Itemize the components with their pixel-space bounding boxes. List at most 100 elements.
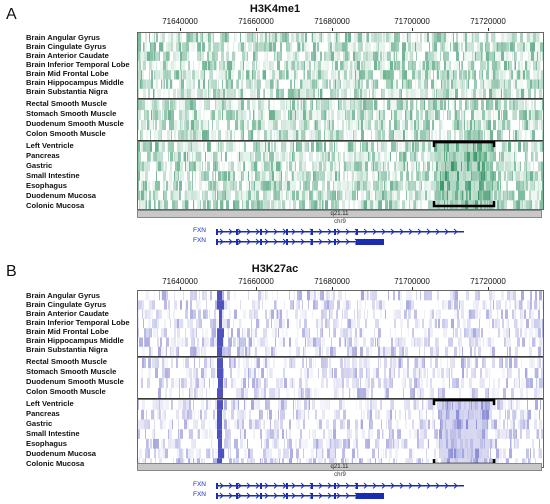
heat-cell xyxy=(302,79,303,89)
heat-cell xyxy=(321,300,324,310)
heat-cell xyxy=(476,458,478,467)
heat-cell xyxy=(173,33,176,43)
heat-cell xyxy=(374,120,375,131)
heat-cell xyxy=(456,33,458,43)
heat-cell xyxy=(300,79,302,89)
heat-cell xyxy=(460,300,461,310)
heat-cell xyxy=(210,142,211,152)
heat-cell xyxy=(380,110,383,121)
heat-cell xyxy=(475,291,478,301)
heat-cell xyxy=(393,70,394,80)
heat-cell xyxy=(437,200,440,209)
heat-cell xyxy=(322,346,323,357)
heat-cell xyxy=(254,110,255,121)
heat-cell xyxy=(295,110,296,121)
heat-cell xyxy=(504,200,507,209)
gene-line xyxy=(216,495,384,497)
heat-cell xyxy=(277,79,278,89)
heat-cell xyxy=(464,400,466,410)
heat-cell xyxy=(513,429,516,439)
heat-cell xyxy=(350,368,352,379)
heat-cell xyxy=(286,130,288,141)
heat-cell xyxy=(361,190,364,201)
heat-cell xyxy=(374,161,375,172)
heat-cell xyxy=(417,100,418,111)
heat-cell xyxy=(433,100,435,111)
heat-cell xyxy=(285,142,286,152)
heat-cell xyxy=(360,346,363,357)
heat-cell xyxy=(227,171,228,181)
heat-cell xyxy=(269,171,272,181)
heat-cell xyxy=(512,70,513,80)
heat-cell xyxy=(390,190,392,201)
heat-cell xyxy=(496,458,499,467)
heat-cell xyxy=(440,438,443,449)
heat-cell xyxy=(269,448,272,459)
heat-cell xyxy=(215,130,216,141)
heat-cell xyxy=(361,419,363,430)
heat-cell xyxy=(479,419,480,430)
heat-cell xyxy=(346,161,348,172)
heat-cell xyxy=(273,100,275,111)
heat-cell xyxy=(488,79,491,89)
heat-cell xyxy=(217,429,220,439)
heat-cell xyxy=(225,151,226,162)
heat-cell xyxy=(177,378,179,389)
heat-cell xyxy=(231,171,233,181)
heat-cell xyxy=(343,60,344,71)
heat-cell xyxy=(398,291,400,301)
heat-cell xyxy=(192,42,195,52)
heat-cell xyxy=(183,70,186,80)
heat-cell xyxy=(358,42,360,52)
heat-cell xyxy=(417,429,419,439)
heat-cell xyxy=(303,70,304,80)
heat-cell xyxy=(424,368,426,379)
heat-cell xyxy=(306,60,309,71)
heat-cell xyxy=(539,429,540,439)
heat-cell xyxy=(298,300,300,310)
strand-arrow xyxy=(345,492,350,499)
heat-cell xyxy=(194,120,196,131)
heat-cell xyxy=(284,358,287,369)
heat-cell xyxy=(308,110,309,121)
heat-cell xyxy=(155,120,157,131)
heat-cell xyxy=(253,70,256,80)
heat-cell xyxy=(501,309,503,319)
heat-cell xyxy=(421,151,424,162)
heat-cell xyxy=(298,346,300,357)
heat-cell xyxy=(405,378,406,389)
heat-cell xyxy=(154,429,155,439)
heat-cell xyxy=(350,328,352,338)
heat-cell xyxy=(418,318,420,329)
heat-cell xyxy=(330,309,333,319)
heat-cell xyxy=(402,70,404,80)
heat-cell xyxy=(250,33,252,43)
heat-cell xyxy=(507,409,510,420)
heat-cell xyxy=(419,120,422,131)
heat-cell xyxy=(505,161,508,172)
heat-cell xyxy=(457,60,459,71)
heat-cell xyxy=(185,200,188,209)
gene-track-short xyxy=(216,492,384,499)
heat-cell xyxy=(226,142,229,152)
heat-cell xyxy=(403,130,405,141)
heat-cell xyxy=(202,130,204,141)
heat-cell xyxy=(400,291,402,301)
heat-cell xyxy=(298,130,299,141)
heat-cell xyxy=(345,51,348,61)
heat-cell xyxy=(296,100,297,111)
heat-cell xyxy=(324,309,327,319)
heat-cell xyxy=(482,88,483,99)
heat-cell xyxy=(150,151,151,162)
heat-cell xyxy=(350,110,352,121)
heat-cell xyxy=(495,429,497,439)
heat-cell xyxy=(259,42,261,52)
tissue-label: Colonic Mucosa xyxy=(26,459,85,468)
heat-cell xyxy=(277,429,279,439)
heat-cell xyxy=(157,328,158,338)
heat-cell xyxy=(374,60,377,71)
heat-cell xyxy=(413,388,415,399)
heat-cell xyxy=(243,328,246,338)
heat-cell xyxy=(246,180,249,191)
heat-cell xyxy=(357,300,358,310)
